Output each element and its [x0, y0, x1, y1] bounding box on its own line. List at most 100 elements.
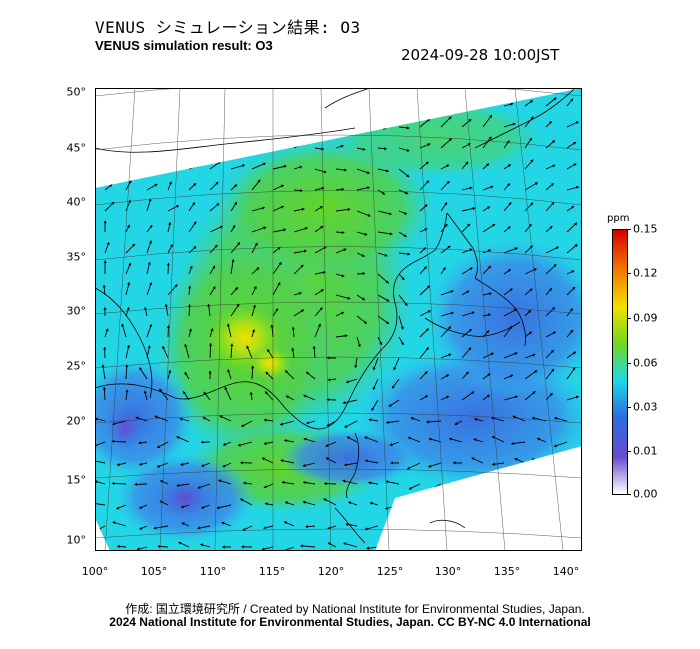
wind-vector-head	[236, 102, 240, 106]
coastlines	[95, 88, 576, 544]
wind-vector	[398, 105, 411, 109]
wind-vector	[453, 482, 463, 485]
wind-vector-head	[195, 120, 199, 123]
wind-vector	[146, 120, 158, 128]
wind-vector-head	[232, 225, 236, 229]
wind-vector-head	[508, 202, 512, 206]
wind-vector-head	[474, 504, 478, 508]
wind-vector-head	[343, 168, 347, 172]
wind-vector-head	[549, 226, 553, 229]
map-title-english: VENUS simulation result: O3	[95, 38, 273, 53]
wind-vector-head	[401, 342, 404, 345]
wind-vector-head	[556, 484, 560, 488]
wind-vector-head	[127, 282, 131, 285]
wind-vector-head	[136, 547, 140, 551]
wind-vector-head	[117, 463, 120, 467]
wind-vector-head	[574, 222, 577, 226]
wind-vector	[377, 105, 387, 112]
wind-vector-head	[302, 103, 306, 107]
lat-label-40: 40°	[66, 195, 87, 209]
wind-vector-head	[571, 270, 575, 274]
wind-vector-head	[243, 481, 246, 485]
wind-vector-head	[512, 122, 516, 126]
wind-vector	[533, 545, 547, 548]
wind-vector	[125, 116, 131, 128]
wind-vector-head	[409, 506, 413, 510]
wind-vector-head	[222, 545, 225, 549]
wind-vector	[516, 483, 526, 489]
wind-vector-head	[570, 329, 573, 333]
wind-vector-head	[121, 323, 125, 327]
wind-vector-head	[533, 544, 537, 548]
wind-vector-head	[173, 94, 176, 98]
wind-vector-head	[423, 266, 427, 270]
wind-vector-head	[139, 526, 143, 530]
wind-vector-head	[384, 147, 387, 151]
wind-vector-head	[488, 313, 491, 317]
wind-vector-head	[201, 505, 205, 509]
wind-vector-head	[212, 286, 216, 290]
wind-vector	[553, 459, 568, 464]
wind-vector-head	[189, 265, 193, 269]
wind-vector-head	[237, 443, 241, 447]
wind-vector-head	[284, 521, 287, 525]
wind-vector-head	[126, 345, 130, 348]
wind-vector-head	[362, 147, 366, 151]
wind-vector-head	[254, 242, 258, 246]
wind-vector-head	[149, 240, 152, 244]
wind-vector-head	[180, 462, 184, 466]
wind-vector-head	[300, 188, 303, 193]
ozone-map-canvas	[95, 88, 582, 551]
wind-vector-head	[549, 393, 553, 396]
wind-vector-head	[128, 180, 132, 184]
wind-vector-head	[385, 480, 389, 484]
wind-vector-head	[280, 422, 283, 426]
wind-vector-head	[249, 392, 253, 395]
wind-vector-head	[471, 544, 474, 548]
wind-vector-head	[512, 415, 516, 419]
wind-vector-head	[444, 202, 447, 206]
wind-vector-head	[448, 116, 452, 120]
wind-vector-head	[361, 254, 365, 257]
wind-vector-head	[283, 164, 287, 168]
wind-vector-head	[529, 100, 533, 104]
wind-vector-head	[555, 246, 559, 250]
wind-vector	[314, 126, 330, 131]
wind-vector-head	[344, 463, 347, 467]
wind-vector-head	[176, 483, 180, 487]
wind-vector	[495, 543, 505, 548]
wind-vector	[451, 504, 463, 508]
wind-vector-head	[488, 265, 491, 269]
wind-vector-head	[451, 541, 455, 545]
wind-vector	[429, 499, 442, 506]
wind-vector-head	[448, 326, 451, 330]
wind-vector-head	[425, 347, 429, 351]
wind-vector-head	[148, 140, 152, 144]
wind-vector	[272, 125, 282, 128]
wind-vector	[490, 524, 505, 527]
wind-vector-head	[535, 478, 539, 482]
wind-vector-head	[489, 115, 492, 118]
wind-vector-head	[341, 187, 345, 191]
wind-vector-head	[572, 351, 576, 355]
wind-vector-head	[407, 106, 411, 110]
wind-vector	[482, 98, 492, 107]
wind-vector	[470, 525, 484, 531]
wind-vector-head	[279, 125, 282, 129]
wind-vector-head	[574, 244, 578, 248]
wind-vector-head	[552, 307, 555, 311]
wind-vector-head	[197, 526, 201, 530]
wind-vector-head	[450, 290, 454, 293]
wind-vector-head	[219, 415, 223, 419]
wind-vector-head	[299, 165, 303, 169]
wind-vector-head	[342, 401, 346, 405]
wind-vector-head	[176, 436, 180, 440]
wind-vector-head	[155, 163, 159, 166]
wind-vector-head	[215, 182, 219, 185]
wind-vector-head	[231, 259, 235, 263]
wind-vector-head	[573, 163, 577, 167]
wind-vector-head	[283, 228, 286, 232]
wind-vector-head	[149, 282, 153, 286]
wind-vector-head	[405, 520, 409, 524]
wind-vector-head	[405, 191, 409, 195]
